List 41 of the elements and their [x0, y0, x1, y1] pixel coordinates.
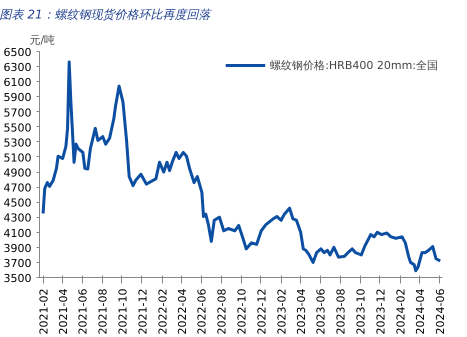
x-tick-label: 2022-04: [176, 288, 189, 334]
y-tick-label: 4900: [4, 166, 32, 180]
y-tick-label: 4100: [4, 226, 32, 240]
y-tick-label: 5900: [4, 91, 32, 104]
x-tick-label: 2023-10: [354, 288, 368, 334]
x-tick-label: 2024-02: [394, 288, 408, 334]
y-tick-label: 6500: [4, 46, 32, 59]
x-tick-label: 2021-06: [76, 288, 90, 334]
y-tick-label: 5100: [4, 151, 32, 164]
x-tick-label: 2023-08: [334, 288, 348, 334]
x-tick-label: 2023-02: [276, 288, 289, 334]
y-tick-label: 5700: [4, 106, 32, 120]
y-tick-label: 4300: [4, 212, 32, 225]
y-tick-label: 4700: [4, 182, 32, 195]
line-series: [42, 60, 442, 272]
y-tick-label: 5500: [4, 121, 32, 134]
x-tick-label: 2023-06: [314, 288, 328, 334]
x-tick-label: 2021-10: [116, 288, 130, 334]
y-tick-label: 5300: [4, 136, 32, 150]
x-tick-label: 2021-08: [96, 288, 110, 334]
x-tick-label: 2021-12: [136, 288, 150, 334]
y-tick-label: 3900: [4, 242, 32, 255]
x-tick-label: 2022-02: [156, 288, 170, 334]
y-tick-label: 4500: [4, 196, 32, 210]
y-tick-label: 6100: [4, 76, 32, 90]
x-tick-label: 2021-04: [56, 288, 70, 334]
x-tick-label: 2022-08: [216, 288, 229, 334]
x-tick-label: 2022-10: [236, 288, 248, 334]
x-tick-label: 2024-06: [434, 288, 448, 334]
x-tick-label: 2024-04: [414, 288, 428, 334]
x-tick-label: 2022-06: [196, 288, 209, 334]
y-axis-title: 元/吨: [30, 34, 56, 46]
x-tick-label: 2022-12: [255, 288, 268, 334]
y-tick-label: 3700: [4, 256, 32, 270]
y-tick-label: 6300: [4, 61, 32, 74]
chart-title: 图表 21：螺纹钢现货价格环比再度回落: [0, 8, 213, 22]
x-tick-label: 2023-04: [294, 288, 308, 334]
legend-label: 螺纹钢价格:HRB400 20mm:全国: [270, 58, 438, 72]
x-tick-label: 2023-12: [374, 288, 388, 334]
y-tick-label: 3500: [4, 272, 32, 285]
x-tick-label: 2021-02: [38, 288, 51, 334]
